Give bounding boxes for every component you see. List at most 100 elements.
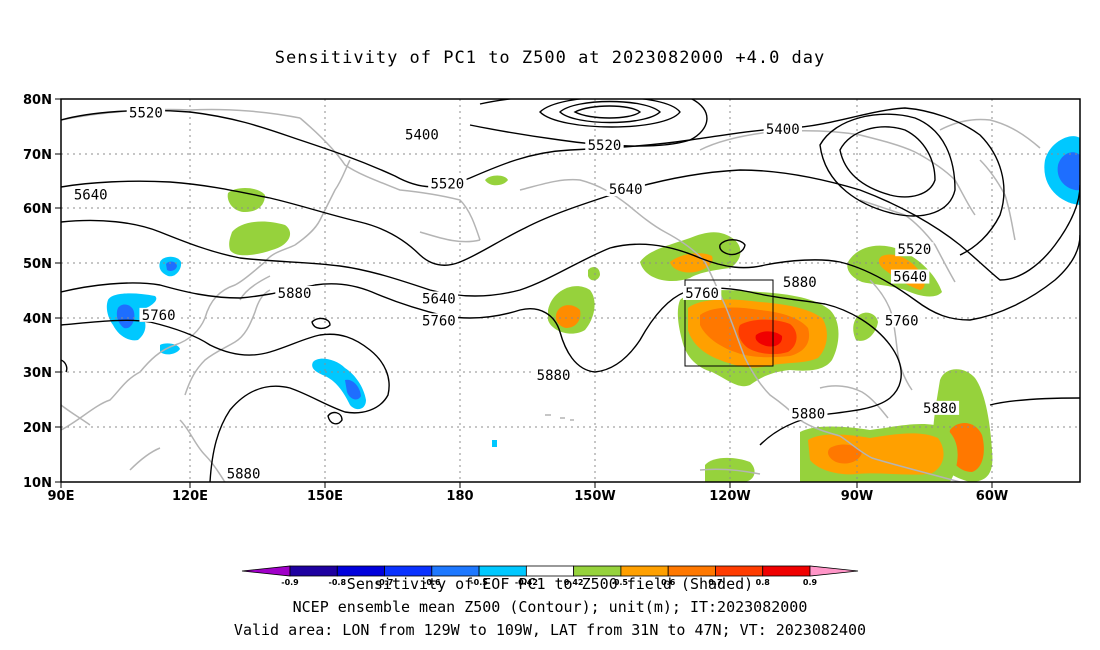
contour-label-bg [139,307,178,322]
contour-label: 5880 [278,286,312,302]
shade-negative-dot [492,440,497,447]
shade-positive-pacific-east-core [555,305,581,328]
shade-positive-pacific-east-top [588,267,600,281]
shade-negative-china-core [116,304,135,329]
contour-label-bg [895,242,934,257]
contour-label-bg [71,187,110,202]
shade-positive-caribbean-red [828,444,862,464]
lat-label-40n: 40N [23,312,52,327]
colorbar-tick-label: -0.42 [515,578,538,587]
lat-label-70n: 70N [23,148,52,163]
latitude-labels: 80N 70N 60N 50N 40N 30N 20N 10N [23,93,52,491]
contour-labels: 5520 5400 5520 5400 5520 5640 5640 5520 5640 5880… [71,105,960,483]
colorbar-tick-label: -0.9 [281,578,299,587]
valid-area-box [684,279,774,367]
contour-label: 5760 [422,313,456,329]
contour-label: 5400 [766,122,800,138]
contour-label: 5640 [74,187,108,203]
contour-label: 5520 [129,105,163,121]
contour-label-bg [763,121,802,136]
colorbar-tick-label: -0.8 [329,578,347,587]
contour-label-bg [402,127,442,142]
contour-label: 5760 [142,308,176,324]
lon-label-150w: 150W [574,489,615,504]
contour-label-bg [419,313,459,328]
colorbar-tick-label: 0.8 [756,578,771,587]
map-title: Sensitivity of PC1 to Z500 at 2023082000… [274,48,826,68]
lat-label-60n: 60N [23,202,52,217]
shade-positive-usa-core [755,331,783,347]
lat-label-30n: 30N [23,366,52,381]
contour-label: 5880 [227,467,261,483]
contour-label-bg [126,105,166,120]
lon-label-60w: 60W [976,489,1008,504]
contour-label-bg [585,138,624,153]
contour-label-bg [275,285,314,300]
shade-positive-siberia-1 [227,187,265,212]
contour-label-bg [606,182,645,197]
colorbar-tick-label: 0.42 [564,578,584,587]
map-frame [60,98,1081,483]
lat-label-80n: 80N [23,93,52,108]
contour-label: 5760 [685,286,719,302]
footer-line-2: Valid area: LON from 129W to 109W, LAT f… [233,621,867,639]
contour-label-bg [428,176,467,191]
lon-label-90w: 90W [841,489,873,504]
contour-label: 5400 [405,127,439,143]
colorbar-tick-label: 0.5 [614,578,629,587]
contour-label: 5760 [885,313,919,329]
contour-label: 5520 [898,242,932,258]
shade-negative-manchuria-core [166,261,177,271]
contour-label-bg [419,291,459,306]
longitude-labels: 90E 120E 150E 180 150W 120W 90W 60W [48,489,1009,504]
shade-positive-siberia-2 [229,221,291,256]
footer-line-1: NCEP ensemble mean Z500 (Contour); unit(… [292,598,808,616]
contour-label-bg [890,269,930,284]
shade-negative-greenland-core [1057,152,1080,191]
contour-label: 5520 [431,177,465,193]
colorbar-tick-label: -0.6 [423,578,441,587]
contour-label: 5880 [783,275,817,291]
lon-label-120w: 120W [709,489,750,504]
colorbar-high-triangle [809,565,859,577]
colorbar: -0.9 -0.8 -0.7 -0.6 -0.5 -0.42 0.42 0.5 0.6 0.7 0.… [241,565,859,587]
contour-label-bg [780,275,819,290]
contour-label: 5880 [537,368,571,384]
tick-marks [55,98,993,488]
coastlines [61,108,1041,482]
lon-label-120e: 120E [172,489,208,504]
contour-label: 5880 [923,401,957,417]
contour-label: 5640 [422,291,456,307]
lon-label-150e: 150E [307,489,343,504]
contour-label-bg [920,400,960,415]
contour-label-bg [682,285,722,300]
colorbar-tick-label: 0.6 [661,578,676,587]
shade-positive-greatlakes [853,312,878,341]
colorbar-tick-label: -0.5 [470,578,488,587]
sensitivity-shading [106,136,1080,482]
contour-label-bg [534,368,573,383]
lon-label-90e: 90E [48,489,75,504]
colorbar-tick-label: 0.7 [708,578,722,587]
contour-label: 5640 [609,182,643,198]
lat-label-20n: 20N [23,421,52,436]
contour-label: 5520 [588,138,622,154]
shade-positive-bering [485,175,508,186]
lat-label-10n: 10N [23,476,52,491]
colorbar-title: Sensitivity of EOF PC1 to Z500 field (Sh… [346,575,754,593]
contour-label-bg [789,406,828,421]
colorbar-tick-label: -0.7 [376,578,394,587]
shade-negative-pacific-core [345,379,361,400]
colorbar-tick-label: 0.9 [803,578,818,587]
contour-label: 5880 [791,406,825,422]
lat-label-50n: 50N [23,257,52,272]
shade-positive-caribbean-orange [808,433,944,475]
contour-label: 5640 [893,270,927,286]
lon-label-180: 180 [446,489,473,504]
contour-label-bg [882,313,921,328]
shade-negative-china-small [160,343,180,355]
grid-lines [61,99,1080,482]
map-plot-area: 5520 5400 5520 5400 5520 5640 5640 5520 5640 5880… [61,99,1080,483]
contour-label-bg [224,466,263,481]
